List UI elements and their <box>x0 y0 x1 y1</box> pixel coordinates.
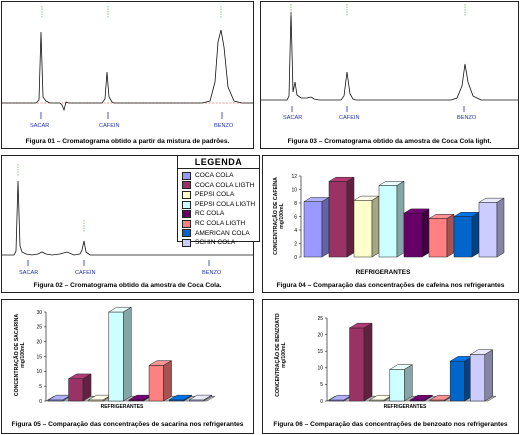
peak-label-sacar: SACAR <box>283 115 302 121</box>
legend-swatch <box>182 181 191 190</box>
bar <box>348 322 373 402</box>
bar <box>428 213 455 258</box>
y-tick-label: 12 <box>291 174 297 180</box>
y-tick-label: 4 <box>294 228 297 234</box>
chromatogram-03: SACAR CAFEIN BENZO <box>261 4 518 121</box>
figure-05-caption: Figura 05 – Comparação das concentrações… <box>11 421 244 428</box>
y-axis-label: CONCENTRAÇÃO DE CAFEÍNAmg/100mL <box>271 177 285 255</box>
peak-label-sacar: SACAR <box>19 270 38 276</box>
figure-06-panel: 0 5 10 15 20 25 REFRIGERANTES CONCENTRAÇÃO DE B… <box>262 299 519 434</box>
y-tick-label: 20 <box>36 339 42 345</box>
figure-02-caption: Figura 02 – Cromatograma obtido da amost… <box>33 282 222 289</box>
y-tick-label: 15 <box>36 354 42 360</box>
bar <box>478 197 505 258</box>
legend-item: SCHIN COLA <box>182 238 255 248</box>
legend-item: AMERICAN COLA <box>182 229 255 239</box>
chart-fig04: 0 2 4 6 8 10 12 REFRIGERANTES CONCENTRAÇÃO DE CA… <box>271 174 505 276</box>
legend-swatch <box>182 171 191 180</box>
legend-label: SCHIN COLA <box>195 239 236 247</box>
figure-03-panel: SACAR CAFEIN BENZO Figura 03 – Cromatogr… <box>260 1 519 149</box>
bar <box>148 360 173 402</box>
figure-01-caption: Figura 01 – Cromatograma obtido a partir… <box>25 138 230 145</box>
legend-item: RC COLA <box>182 209 255 219</box>
legend-swatch <box>182 210 191 219</box>
legend-item: COCA COLA LIGTH <box>182 181 255 191</box>
legend-item: PEPSI COLA LIGTH <box>182 200 255 210</box>
peak-label-sacar: SACAR <box>30 123 49 129</box>
bar <box>378 180 405 258</box>
y-tick-label: 15 <box>317 349 323 355</box>
x-axis-label: REFRIGERANTES <box>356 269 411 276</box>
bar <box>328 176 355 258</box>
y-tick-label: 20 <box>317 332 323 338</box>
y-tick-label: 10 <box>317 366 323 372</box>
peak-label-cafein: CAFEIN <box>339 115 360 121</box>
y-tick-label: 10 <box>36 369 42 375</box>
legend-swatch <box>182 238 191 247</box>
chromatogram-02: SACAR CAFEIN BENZO <box>2 164 253 276</box>
bar <box>469 349 494 402</box>
peak-label-cafein: CAFEIN <box>99 123 120 129</box>
legend-title: LEGENDA <box>178 156 259 169</box>
y-tick-label: 0 <box>320 399 323 405</box>
legend-label: COCA COLA <box>195 172 234 179</box>
y-tick-label: 25 <box>317 316 323 322</box>
legend: LEGENDA COCA COLA COCA COLA LIGTH PEPSI CO… <box>177 155 260 247</box>
figure-05-panel: 0 5 10 15 20 25 30 REFRIGERANTES CONCENTRAÇÃO DE… <box>1 299 254 434</box>
chart-fig06: 0 5 10 15 20 25 REFRIGERANTES CONCENTRAÇÃO DE B… <box>274 313 497 410</box>
legend-item: PEPSI COLA <box>182 190 255 200</box>
peak-label-cafein: CAFEIN <box>75 270 96 276</box>
legend-item: RC COLA LIGTH <box>182 219 255 229</box>
x-axis-label: REFRIGERANTES <box>384 404 427 410</box>
peak-label-benzo: BENZO <box>457 115 477 121</box>
bar <box>67 373 92 402</box>
bar <box>449 355 474 402</box>
bar <box>168 394 193 402</box>
bar <box>188 394 213 402</box>
bar <box>453 211 480 258</box>
y-tick-label: 2 <box>294 241 297 247</box>
y-axis-label: CONCENTRAÇÃO DE BENZOATOmg/100mL <box>274 313 287 396</box>
y-tick-label: 30 <box>36 310 42 316</box>
figure-01-panel: SACAR CAFEIN BENZO Figura 01 – Cromatogr… <box>1 1 254 149</box>
chart-fig05: 0 5 10 15 20 25 30 REFRIGERANTES CONCENTRAÇÃO DE… <box>13 306 216 410</box>
legend-label: RC COLA LIGTH <box>195 219 246 227</box>
figure-04-caption: Figura 04 – Comparação das concentrações… <box>276 282 505 289</box>
y-tick-label: 5 <box>39 384 42 390</box>
y-tick-label: 8 <box>294 201 297 207</box>
x-axis-label: REFRIGERANTES <box>101 404 144 410</box>
figure-04-panel: 0 2 4 6 8 10 12 REFRIGERANTES CONCENTRAÇÃO DE CA… <box>262 155 519 293</box>
legend-swatch <box>182 190 191 199</box>
y-tick-label: 0 <box>39 399 42 405</box>
figure-03-caption: Figura 03 – Cromatograma obtido da amost… <box>287 138 492 145</box>
y-tick-label: 25 <box>36 325 42 331</box>
y-tick-label: 10 <box>291 187 297 193</box>
bar <box>107 306 133 402</box>
legend-label: PEPSI COLA <box>195 191 235 199</box>
y-tick-label: 5 <box>320 382 323 388</box>
legend-item: COCA COLA <box>182 171 255 181</box>
legend-label: PEPSI COLA LIGTH <box>195 200 256 208</box>
figure-06-caption: Figura 06 – Comparação das concentrações… <box>273 421 508 428</box>
legend-swatch <box>182 219 191 228</box>
bar <box>403 208 430 258</box>
legend-swatch <box>182 200 191 209</box>
legend-label: RC COLA <box>195 210 225 218</box>
legend-swatch <box>182 229 191 238</box>
y-axis-label: CONCENTRAÇÃO DE SACARINAmg/100mL <box>13 314 26 396</box>
y-tick-label: 0 <box>294 255 297 261</box>
bar <box>409 394 434 402</box>
chromatogram-01: SACAR CAFEIN BENZO <box>2 6 253 129</box>
y-tick-label: 6 <box>294 214 297 220</box>
legend-label: AMERICAN COLA <box>195 229 250 237</box>
bar <box>353 195 380 258</box>
peak-label-benzo: BENZO <box>202 270 222 276</box>
legend-list: COCA COLA COCA COLA LIGTH PEPSI COLA PEPSI … <box>178 169 259 248</box>
bar <box>388 364 414 402</box>
legend-label: COCA COLA LIGTH <box>195 181 255 189</box>
peak-label-benzo: BENZO <box>214 123 234 129</box>
bar <box>303 197 330 258</box>
